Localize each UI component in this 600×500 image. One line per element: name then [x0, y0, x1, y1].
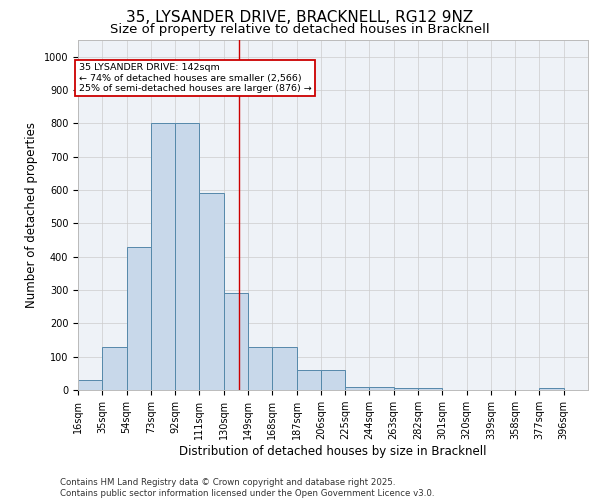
Bar [151, 124, 175, 390]
Bar [199, 194, 224, 390]
Bar [224, 294, 248, 390]
Text: 35, LYSANDER DRIVE, BRACKNELL, RG12 9NZ: 35, LYSANDER DRIVE, BRACKNELL, RG12 9NZ [127, 10, 473, 25]
Text: 35 LYSANDER DRIVE: 142sqm
← 74% of detached houses are smaller (2,566)
25% of se: 35 LYSANDER DRIVE: 142sqm ← 74% of detac… [79, 64, 311, 93]
Bar [321, 370, 345, 390]
Bar [345, 388, 370, 390]
Text: Size of property relative to detached houses in Bracknell: Size of property relative to detached ho… [110, 22, 490, 36]
Bar [127, 246, 151, 390]
Bar [418, 388, 442, 390]
Bar [539, 388, 564, 390]
Bar [370, 388, 394, 390]
Bar [296, 370, 321, 390]
Bar [102, 346, 127, 390]
Text: Contains HM Land Registry data © Crown copyright and database right 2025.
Contai: Contains HM Land Registry data © Crown c… [60, 478, 434, 498]
Bar [175, 124, 199, 390]
X-axis label: Distribution of detached houses by size in Bracknell: Distribution of detached houses by size … [179, 445, 487, 458]
Bar [394, 388, 418, 390]
Bar [272, 346, 296, 390]
Bar [78, 380, 102, 390]
Bar [248, 346, 272, 390]
Y-axis label: Number of detached properties: Number of detached properties [25, 122, 38, 308]
